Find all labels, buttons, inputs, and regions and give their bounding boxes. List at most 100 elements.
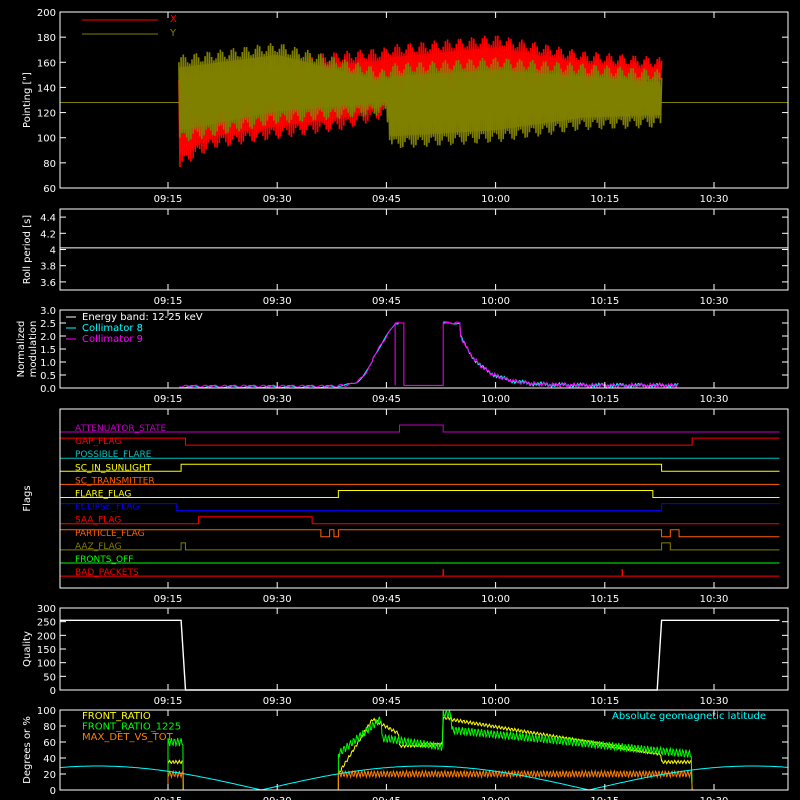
- y-tick-label: 20: [43, 770, 56, 781]
- series-line-Collimator-9: [179, 321, 679, 389]
- y-tick-label: 1.5: [40, 345, 56, 356]
- x-tick-label: 10:15: [590, 696, 619, 707]
- y-tick-label: 160: [37, 58, 56, 69]
- flag-trace: [60, 490, 780, 498]
- x-tick-label: 09:45: [372, 394, 401, 405]
- flag-trace: [60, 529, 780, 538]
- flag-label: BAD_PACKETS: [75, 568, 139, 578]
- x-tick-label: 10:30: [700, 194, 729, 205]
- x-tick-label: 09:15: [154, 696, 183, 707]
- x-tick-label: 09:45: [372, 594, 401, 605]
- flag-trace: [60, 437, 780, 446]
- panel-frame-pointing: [59, 11, 789, 189]
- x-tick-label: 09:15: [154, 194, 183, 205]
- y-tick-label: 3.6: [40, 278, 56, 289]
- y-tick-label: 80: [43, 159, 56, 170]
- y-tick-label: 0.5: [40, 371, 56, 382]
- flag-trace: [60, 542, 780, 551]
- y-tick-label: 0: [50, 686, 56, 697]
- x-tick-label: 09:15: [154, 296, 183, 307]
- flag-label: ATTENUATOR_STATE: [75, 424, 167, 434]
- series-band-Y: [178, 55, 662, 137]
- series-line-Collimator-8: [179, 321, 679, 389]
- flag-label: SC_TRANSMITTER: [75, 476, 155, 486]
- x-tick-label: 10:00: [481, 796, 510, 800]
- y-tick-label: 100: [37, 659, 56, 670]
- y-tick-label: 100: [37, 134, 56, 145]
- y-tick-label: 200: [37, 8, 56, 19]
- quality-line: [60, 619, 780, 691]
- y-tick-label: 100: [37, 706, 56, 717]
- y-tick-label: 2.0: [40, 332, 56, 343]
- annotation-label: Absolute geomagnetic latitude: [612, 711, 766, 722]
- legend-label: Collimator 8: [82, 323, 143, 334]
- y-tick-label: 4: [50, 246, 56, 257]
- x-tick-label: 09:15: [154, 394, 183, 405]
- series-line-FRONT_RATIO: [337, 714, 693, 791]
- x-tick-label: 09:15: [154, 594, 183, 605]
- panel-frame-ratios: [59, 709, 789, 791]
- y-tick-label: 180: [37, 33, 56, 44]
- series-line-MAX_DET_VS_TOT: [337, 768, 693, 791]
- flag-label: FLARE_FLAG: [75, 490, 131, 500]
- series-line-geomagnetic-latitude: [59, 765, 789, 791]
- flag-label: SAA_FLAG: [75, 516, 121, 526]
- flag-label: PARTICLE_FLAG: [75, 529, 145, 539]
- x-tick-label: 10:00: [481, 296, 510, 307]
- panel-frame-roll: [59, 208, 789, 291]
- series-line-FRONT_RATIO: [167, 759, 184, 791]
- x-tick-label: 10:30: [700, 296, 729, 307]
- flag-trace: [60, 463, 780, 472]
- y-tick-label: 150: [37, 645, 56, 656]
- x-tick-label: 10:30: [700, 796, 729, 800]
- y-axis-label: Quality: [22, 631, 33, 667]
- x-tick-label: 09:45: [372, 194, 401, 205]
- x-tick-label: 09:45: [372, 296, 401, 307]
- series-line-FRONT_RATIO_1225: [167, 737, 184, 791]
- legend-label: FRONT_RATIO: [82, 711, 151, 722]
- flag-trace: [60, 424, 780, 433]
- legend-label: Energy band: 12-25 keV: [82, 312, 203, 323]
- flag-trace: [60, 503, 780, 512]
- y-tick-label: 4.2: [40, 229, 56, 240]
- x-tick-label: 09:30: [263, 594, 292, 605]
- legend-label: Collimator 9: [82, 334, 143, 345]
- y-tick-label: 1.0: [40, 358, 56, 369]
- x-tick-label: 10:30: [700, 696, 729, 707]
- y-tick-label: 2.5: [40, 319, 56, 330]
- y-tick-label: 3.8: [40, 262, 56, 273]
- y-axis-label: Normalized: [16, 321, 27, 378]
- flag-label: ECLIPSE_FLAG: [75, 503, 139, 513]
- legend-label: MAX_DET_VS_TOT: [82, 732, 174, 743]
- x-tick-label: 10:00: [481, 696, 510, 707]
- y-tick-label: 40: [43, 754, 56, 765]
- y-tick-label: 4.4: [40, 213, 56, 224]
- x-tick-label: 10:00: [481, 594, 510, 605]
- y-tick-label: 60: [43, 184, 56, 195]
- x-tick-label: 10:30: [700, 394, 729, 405]
- y-tick-label: 120: [37, 109, 56, 120]
- x-tick-label: 09:15: [154, 796, 183, 800]
- y-tick-label: 60: [43, 738, 56, 749]
- x-tick-label: 10:15: [590, 296, 619, 307]
- flag-trace: [60, 516, 780, 525]
- y-axis-label: Degrees or %: [22, 716, 33, 784]
- x-tick-label: 10:15: [590, 594, 619, 605]
- x-tick-label: 10:00: [481, 394, 510, 405]
- y-tick-label: 0.0: [40, 384, 56, 395]
- y-axis-label: modulation: [28, 321, 39, 378]
- x-tick-label: 10:15: [590, 194, 619, 205]
- x-tick-label: 10:00: [481, 194, 510, 205]
- x-tick-label: 10:30: [700, 594, 729, 605]
- flag-label: FRONTS_OFF: [75, 555, 133, 565]
- x-tick-label: 09:30: [263, 296, 292, 307]
- x-tick-label: 09:30: [263, 394, 292, 405]
- x-tick-label: 10:15: [590, 796, 619, 800]
- y-axis-label: Roll period [s]: [22, 215, 33, 284]
- legend-label: X: [170, 14, 177, 25]
- modulation-gap-box: [394, 322, 452, 386]
- y-tick-label: 50: [43, 672, 56, 683]
- y-axis-label: Flags: [22, 485, 33, 511]
- y-axis-label: Pointing ["]: [22, 72, 33, 128]
